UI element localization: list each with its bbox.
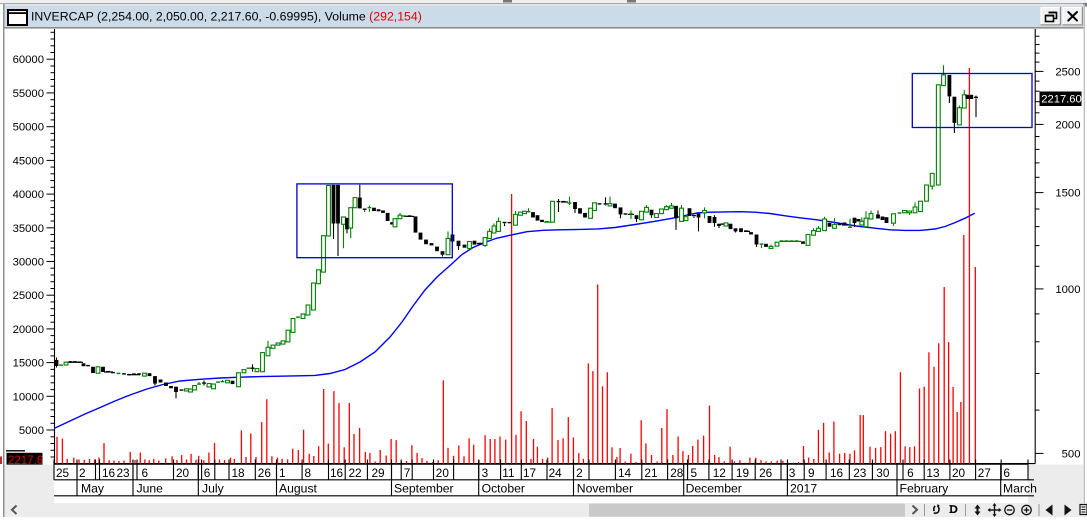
svg-text:13: 13 [926, 466, 940, 480]
svg-text:500: 500 [1062, 448, 1081, 460]
svg-text:2: 2 [79, 466, 86, 480]
svg-text:7: 7 [404, 466, 411, 480]
svg-text:2500: 2500 [1055, 66, 1080, 78]
svg-text:9: 9 [808, 466, 815, 480]
svg-text:10000: 10000 [13, 391, 44, 403]
svg-text:35000: 35000 [13, 223, 44, 235]
svg-text:5: 5 [691, 466, 698, 480]
svg-text:1500: 1500 [1055, 188, 1080, 200]
svg-text:12: 12 [713, 466, 726, 480]
svg-text:25: 25 [56, 466, 70, 480]
svg-text:15000: 15000 [13, 358, 44, 370]
svg-text:26: 26 [258, 466, 272, 480]
svg-text:20000: 20000 [13, 324, 44, 336]
svg-text:November: November [577, 482, 633, 496]
svg-text:16: 16 [330, 466, 344, 480]
svg-text:August: August [279, 482, 318, 496]
svg-text:21: 21 [644, 466, 657, 480]
svg-text:55000: 55000 [13, 88, 44, 100]
svg-text:2: 2 [576, 466, 583, 480]
svg-text:40000: 40000 [13, 189, 44, 201]
svg-text:45000: 45000 [13, 155, 44, 167]
svg-text:March: March [1003, 482, 1037, 496]
svg-text:2000: 2000 [1055, 119, 1080, 131]
svg-text:6: 6 [1003, 466, 1010, 480]
svg-text:INVERCAP (2,254.00, 2,050.00,: INVERCAP (2,254.00, 2,050.00, 2,217.60, … [31, 10, 422, 24]
svg-text:6: 6 [907, 466, 914, 480]
svg-text:30000: 30000 [13, 257, 44, 269]
svg-text:14: 14 [618, 466, 632, 480]
svg-text:28: 28 [670, 466, 684, 480]
svg-text:17: 17 [523, 466, 536, 480]
svg-text:July: July [202, 482, 225, 496]
svg-text:2017: 2017 [790, 482, 817, 496]
svg-text:30: 30 [876, 466, 890, 480]
svg-text:20: 20 [952, 466, 966, 480]
svg-text:February: February [900, 482, 950, 496]
svg-text:October: October [482, 482, 525, 496]
svg-text:29: 29 [372, 466, 385, 480]
svg-text:1: 1 [279, 466, 286, 480]
svg-text:22: 22 [349, 466, 362, 480]
svg-text:26: 26 [759, 466, 773, 480]
svg-text:23: 23 [853, 466, 867, 480]
svg-text:8: 8 [305, 466, 312, 480]
svg-text:2217.6: 2217.6 [8, 455, 43, 467]
svg-text:18: 18 [232, 466, 246, 480]
svg-text:3: 3 [482, 466, 489, 480]
svg-text:3: 3 [789, 466, 796, 480]
svg-text:6: 6 [204, 466, 211, 480]
svg-text:16: 16 [830, 466, 844, 480]
svg-text:September: September [394, 482, 454, 496]
svg-text:5000: 5000 [19, 425, 44, 437]
svg-text:23: 23 [117, 466, 131, 480]
svg-text:May: May [81, 482, 105, 496]
svg-text:16: 16 [102, 466, 116, 480]
svg-text:60000: 60000 [13, 54, 44, 66]
svg-text:24: 24 [549, 466, 563, 480]
svg-text:11: 11 [502, 466, 514, 480]
svg-text:2217.60: 2217.60 [1041, 94, 1081, 106]
svg-text:20: 20 [176, 466, 190, 480]
svg-text:27: 27 [978, 466, 991, 480]
svg-text:1000: 1000 [1055, 284, 1080, 296]
svg-text:6: 6 [142, 466, 149, 480]
svg-text:20: 20 [436, 466, 450, 480]
svg-text:50000: 50000 [13, 122, 44, 134]
svg-text:December: December [686, 482, 742, 496]
svg-text:19: 19 [736, 466, 749, 480]
svg-text:25000: 25000 [13, 290, 44, 302]
svg-text:June: June [137, 482, 164, 496]
